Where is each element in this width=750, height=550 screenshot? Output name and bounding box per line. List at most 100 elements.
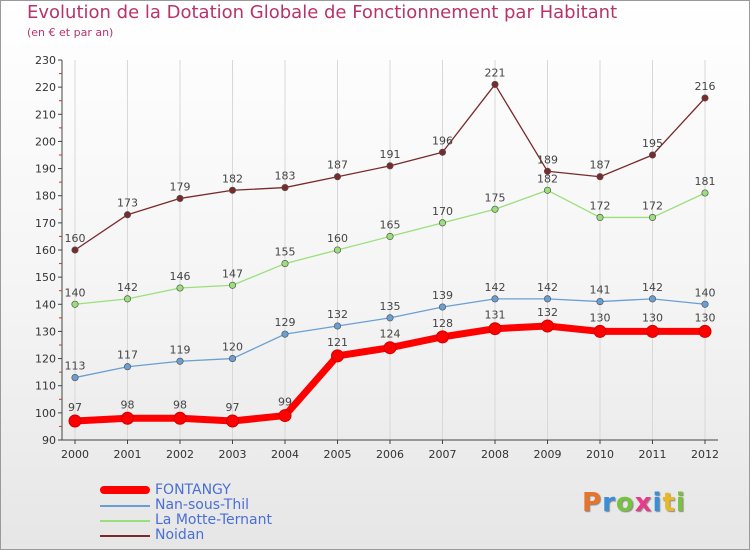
data-point [176, 284, 184, 292]
data-point [123, 211, 132, 219]
data-point [228, 281, 237, 289]
data-label: 147 [222, 267, 243, 280]
legend-swatch [100, 486, 150, 494]
data-point [648, 151, 657, 159]
x-tick-label: 2006 [376, 448, 404, 461]
data-label: 98 [173, 398, 187, 411]
data-point [228, 186, 237, 194]
x-tick-label: 2002 [166, 448, 194, 461]
data-point [226, 414, 239, 428]
data-label: 130 [590, 311, 611, 324]
y-tick-label: 100 [35, 407, 56, 420]
legend-label: Noidan [155, 527, 205, 543]
data-label: 98 [121, 398, 135, 411]
data-label: 142 [537, 281, 558, 294]
data-point [123, 295, 132, 303]
data-point [596, 298, 604, 306]
data-point [176, 357, 184, 365]
x-tick-label: 2003 [219, 448, 247, 461]
data-label: 191 [380, 148, 401, 161]
data-point [383, 341, 397, 355]
data-point [386, 232, 394, 240]
y-tick-label: 190 [35, 163, 56, 176]
proxiti-logo: Proxiti [582, 488, 686, 518]
data-point [333, 173, 342, 181]
data-label: 170 [432, 205, 453, 218]
legend-label: La Motte-Ternant [155, 512, 272, 528]
legend-swatch [100, 520, 150, 522]
data-label: 141 [590, 284, 611, 297]
data-point [71, 374, 79, 382]
data-label: 181 [695, 175, 716, 188]
legend-label: Nan-sous-Thil [155, 497, 249, 513]
data-point [646, 324, 659, 338]
data-point [121, 411, 134, 425]
y-tick-label: 140 [35, 298, 56, 311]
x-tick-label: 2009 [534, 448, 562, 461]
data-label: 175 [485, 191, 506, 204]
logo-letter: P [582, 488, 603, 518]
y-tick-label: 230 [35, 54, 56, 67]
data-point [701, 300, 709, 308]
data-label: 196 [432, 134, 453, 147]
logo-letter: o [615, 488, 635, 518]
x-tick-label: 2008 [481, 448, 509, 461]
data-point [648, 295, 657, 303]
data-point [438, 303, 447, 311]
data-point [331, 349, 344, 363]
data-label: 172 [642, 199, 663, 212]
data-point [173, 411, 187, 425]
data-label: 119 [170, 343, 191, 356]
data-point [543, 167, 552, 175]
data-point [593, 324, 607, 338]
x-tick-label: 2012 [691, 448, 719, 461]
data-point [491, 295, 499, 303]
data-point [333, 322, 342, 330]
legend-swatch [100, 505, 150, 507]
data-point [438, 148, 447, 156]
x-tick-label: 2010 [586, 448, 614, 461]
data-label: 179 [170, 180, 191, 193]
y-tick-label: 220 [35, 81, 56, 94]
x-tick-label: 2004 [271, 448, 299, 461]
logo-letter: i [675, 488, 686, 518]
data-label: 97 [226, 401, 240, 414]
data-point [701, 94, 709, 102]
y-tick-label: 170 [35, 217, 56, 230]
data-point [123, 363, 132, 371]
data-label: 172 [590, 199, 611, 212]
data-label: 97 [68, 401, 82, 414]
data-point [701, 189, 709, 197]
data-label: 129 [275, 316, 296, 329]
data-label: 142 [117, 281, 138, 294]
data-label: 142 [485, 281, 506, 294]
data-point [541, 319, 554, 333]
x-tick-label: 2005 [324, 448, 352, 461]
y-tick-label: 150 [35, 271, 56, 284]
data-label: 182 [537, 172, 558, 185]
logo-letter: i [652, 488, 663, 518]
data-label: 182 [222, 172, 243, 185]
data-point [281, 260, 289, 268]
data-point [228, 355, 237, 363]
legend-swatch [100, 535, 150, 537]
logo-letter: t [662, 488, 676, 518]
data-label: 142 [642, 281, 663, 294]
y-tick-label: 160 [35, 244, 56, 257]
y-tick-label: 130 [35, 325, 56, 338]
data-point [488, 322, 502, 336]
legend-label: FONTANGY [155, 482, 231, 498]
y-tick-label: 180 [35, 190, 56, 203]
logo-letter: x [634, 488, 653, 518]
data-point [71, 246, 79, 254]
data-point [648, 213, 657, 221]
data-label: 140 [65, 286, 86, 299]
data-label: 160 [327, 232, 348, 245]
data-label: 187 [327, 159, 348, 172]
data-label: 189 [537, 153, 558, 166]
x-tick-label: 2007 [429, 448, 457, 461]
data-label: 146 [170, 270, 191, 283]
data-label: 140 [695, 286, 716, 299]
